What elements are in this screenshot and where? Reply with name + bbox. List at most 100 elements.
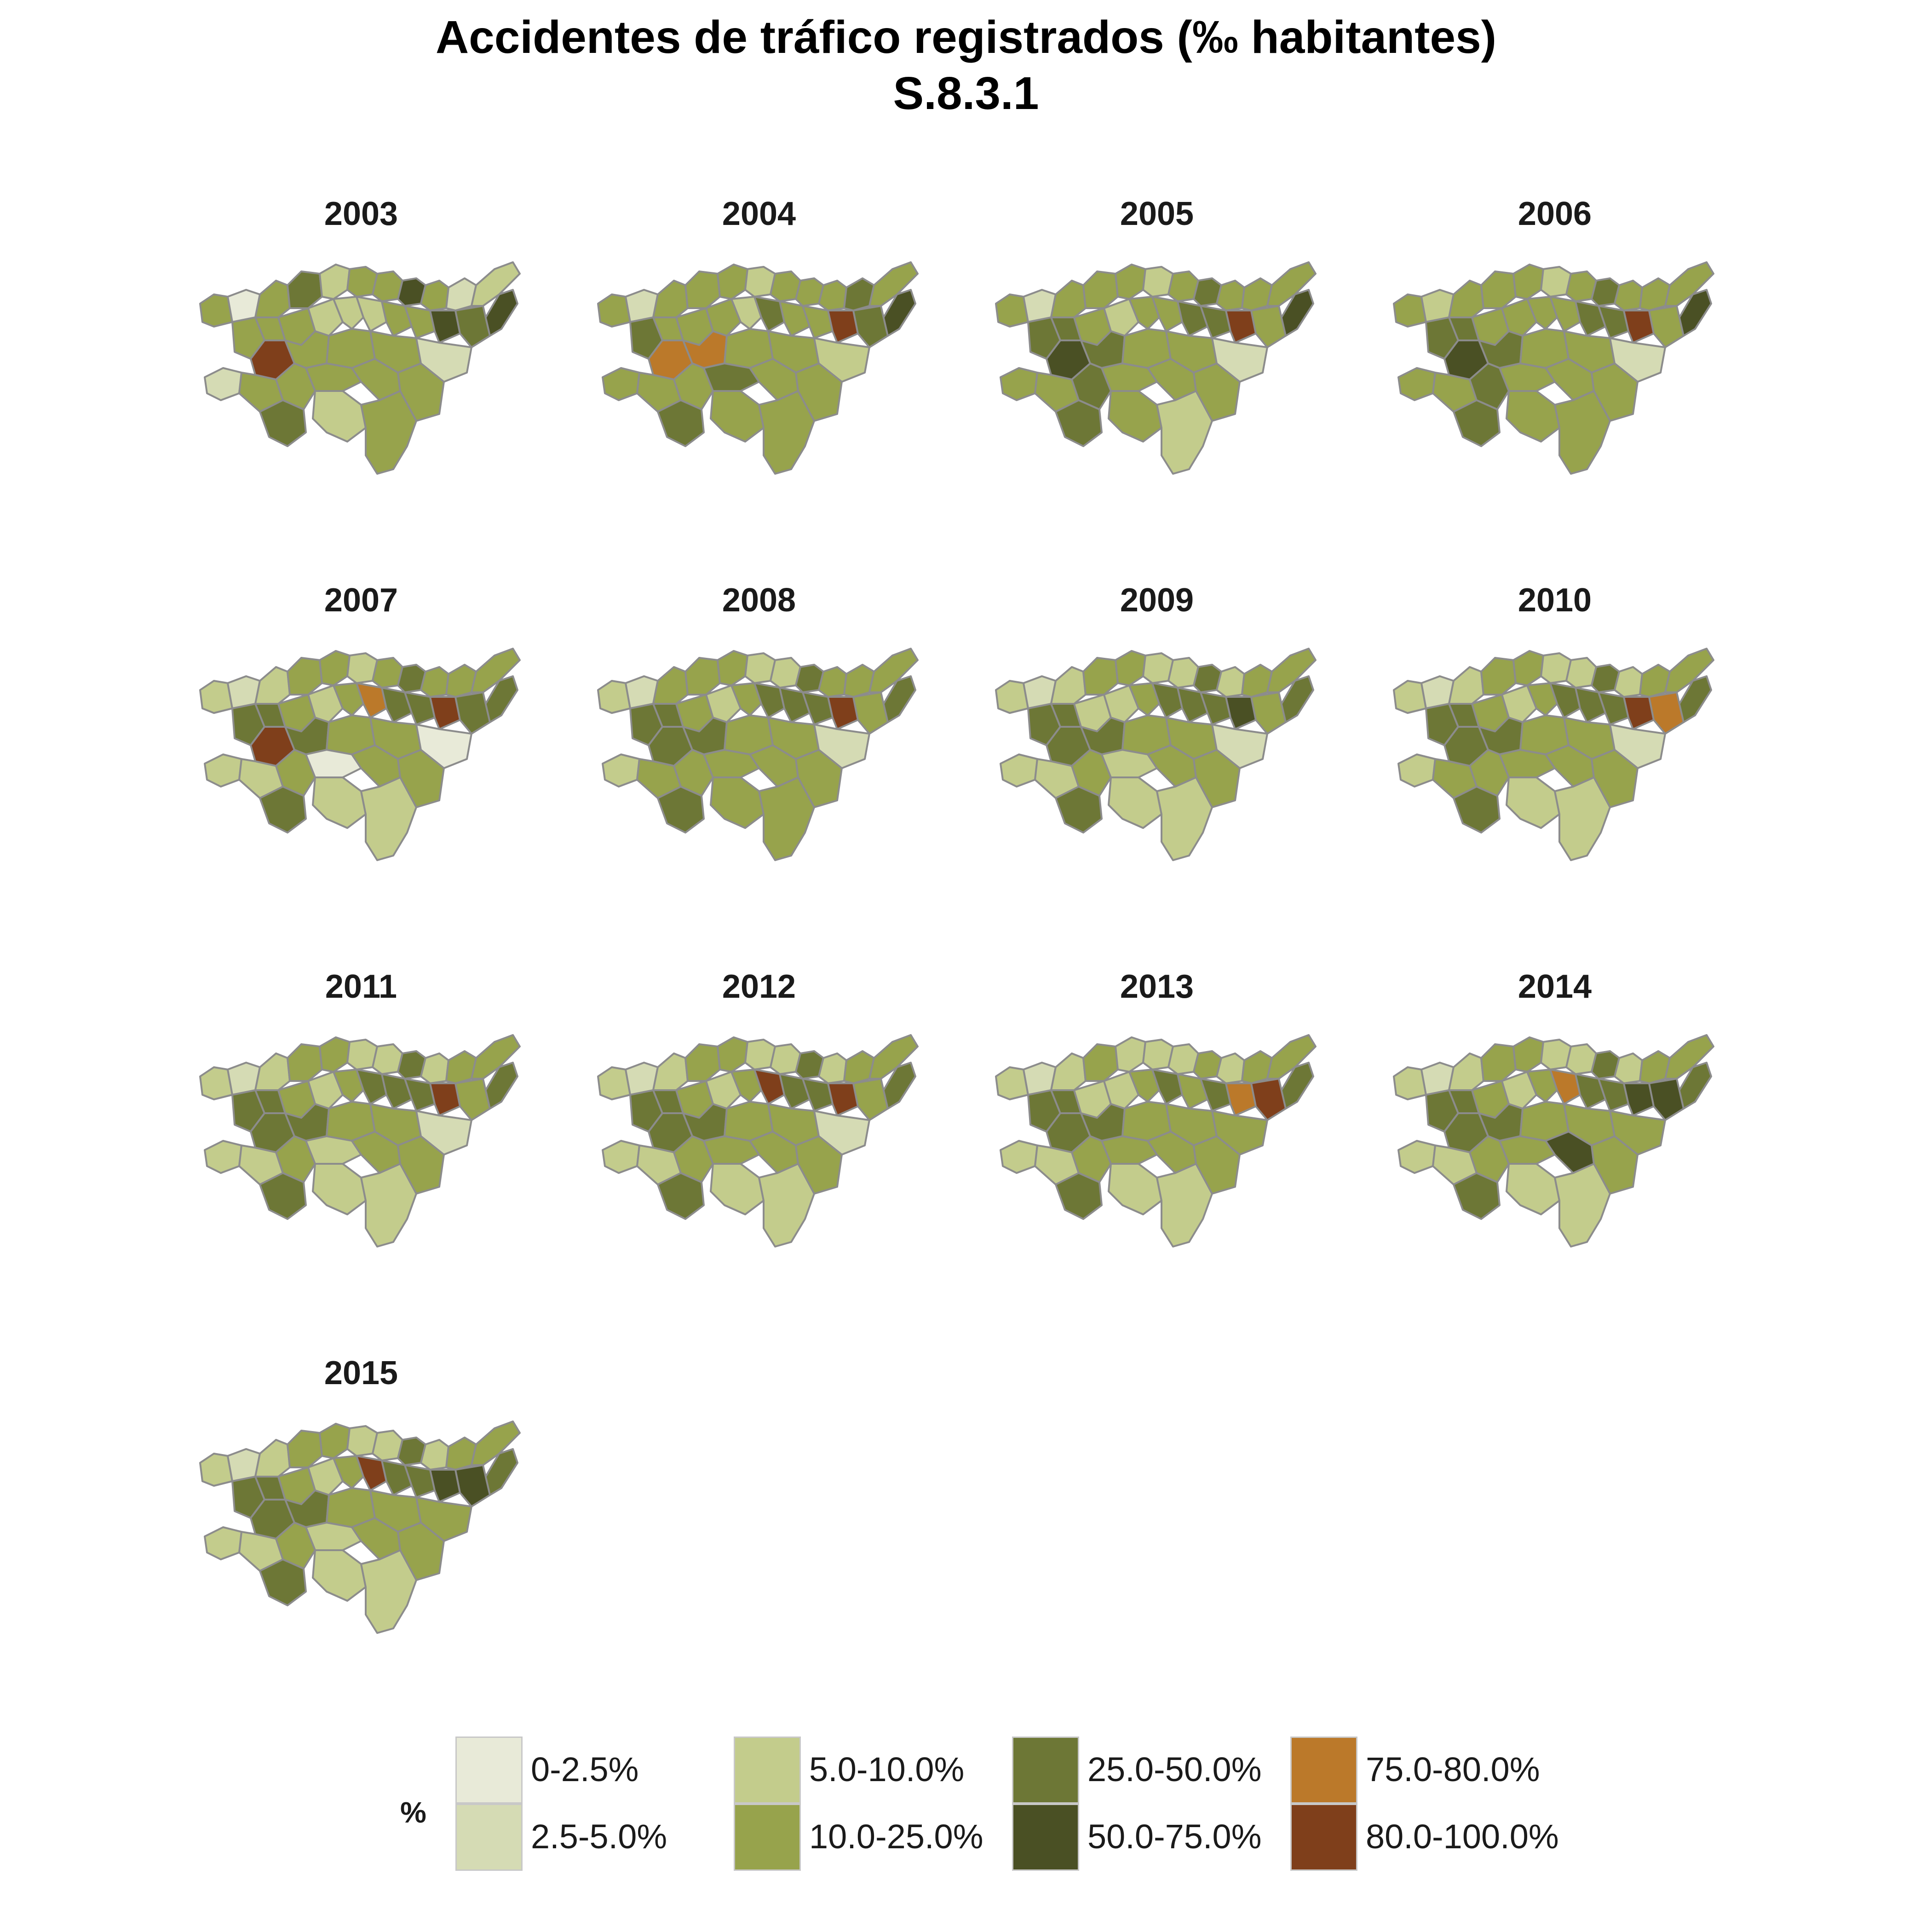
municipality-region	[818, 666, 847, 698]
municipality-region	[705, 298, 742, 337]
municipality-region	[254, 666, 291, 705]
municipality-region	[1050, 1052, 1087, 1091]
map-panel-2008: 2008	[575, 580, 943, 911]
municipality-region	[1266, 261, 1317, 307]
municipality-region	[657, 399, 705, 447]
municipality-region	[1512, 1036, 1544, 1073]
choropleth-map	[1393, 1034, 1714, 1248]
municipality-region	[1055, 399, 1103, 447]
municipality-region	[360, 776, 417, 861]
legend-key	[1012, 1736, 1079, 1804]
municipality-region	[852, 1078, 889, 1121]
municipality-region	[730, 296, 762, 330]
municipality-region	[471, 648, 521, 693]
municipality-region	[356, 1455, 387, 1491]
municipality-region	[333, 296, 364, 330]
municipality-region	[657, 1172, 705, 1220]
municipality-region	[1000, 367, 1038, 401]
municipality-region	[1103, 1071, 1139, 1110]
municipality-region	[429, 1082, 461, 1116]
chart-title: Accidentes de tráfico registrados (‰ hab…	[0, 9, 1932, 121]
municipality-region	[420, 1052, 449, 1084]
municipality-region	[287, 1043, 323, 1082]
map-panel-2012: 2012	[575, 966, 943, 1297]
municipality-region	[381, 1073, 413, 1110]
municipality-region	[818, 1052, 847, 1084]
municipality-region	[333, 682, 364, 716]
map-panel-2011: 2011	[177, 966, 545, 1297]
municipality-region	[312, 390, 367, 443]
municipality-region	[1115, 650, 1146, 686]
legend-key	[1290, 1736, 1357, 1804]
municipality-region	[360, 1163, 417, 1248]
municipality-region	[356, 682, 387, 719]
map-panel-2009: 2009	[973, 580, 1341, 911]
municipality-region	[779, 687, 811, 723]
panel-year-label: 2005	[1120, 196, 1194, 232]
chart-title-line2: S.8.3.1	[893, 68, 1039, 119]
municipality-region	[657, 786, 705, 834]
municipality-region	[1250, 305, 1287, 348]
municipality-region	[319, 650, 351, 686]
municipality-region	[1614, 280, 1643, 311]
panel-year-label: 2004	[722, 196, 796, 232]
municipality-region	[1216, 666, 1245, 698]
municipality-region	[1526, 1069, 1558, 1103]
panel-year-label: 2003	[324, 196, 398, 232]
municipality-region	[1177, 1073, 1208, 1110]
municipality-region	[1575, 687, 1606, 723]
municipality-region	[1082, 270, 1119, 309]
legend-key	[1012, 1804, 1079, 1871]
municipality-region	[1397, 753, 1436, 788]
municipality-region	[1103, 684, 1139, 723]
legend-key	[455, 1736, 523, 1804]
municipality-region	[429, 1469, 461, 1503]
municipality-region	[758, 1163, 815, 1248]
municipality-region	[1000, 753, 1038, 788]
municipality-region	[319, 264, 351, 300]
municipality-region	[471, 261, 521, 307]
municipality-region	[868, 648, 919, 693]
municipality-region	[1501, 298, 1537, 337]
municipality-region	[1664, 1034, 1714, 1080]
municipality-region	[1082, 657, 1119, 696]
municipality-region	[1216, 1052, 1245, 1084]
choropleth-map	[199, 648, 521, 861]
panel-year-label: 2012	[722, 968, 796, 1005]
municipality-region	[1549, 682, 1581, 719]
legend-key	[734, 1804, 801, 1871]
municipality-region	[758, 390, 815, 475]
municipality-region	[1055, 786, 1103, 834]
municipality-region	[1575, 300, 1606, 337]
municipality-region	[259, 1172, 307, 1220]
municipality-region	[287, 1430, 323, 1468]
municipality-region	[1614, 666, 1643, 698]
map-panel-2003: 2003	[177, 193, 545, 524]
municipality-region	[1554, 1163, 1611, 1248]
municipality-region	[1225, 696, 1257, 730]
municipality-region	[1480, 270, 1517, 309]
municipality-region	[710, 776, 765, 829]
municipality-region	[429, 310, 461, 344]
municipality-region	[1512, 650, 1544, 686]
legend-label: 0-2.5%	[531, 1750, 639, 1788]
municipality-region	[1480, 1043, 1517, 1082]
municipality-region	[1549, 296, 1581, 332]
municipality-region	[420, 1439, 449, 1471]
municipality-region	[1050, 666, 1087, 705]
municipality-region	[1200, 305, 1231, 339]
panel-year-label: 2011	[325, 968, 397, 1005]
municipality-region	[1623, 696, 1655, 730]
panel-year-label: 2009	[1120, 582, 1194, 619]
municipality-region	[1156, 390, 1213, 475]
municipality-region	[684, 657, 721, 696]
municipality-region	[254, 1052, 291, 1091]
municipality-region	[717, 650, 748, 686]
legend-key	[1290, 1804, 1357, 1871]
municipality-region	[1055, 1172, 1103, 1220]
municipality-region	[333, 1069, 364, 1103]
municipality-region	[753, 296, 785, 332]
municipality-region	[1108, 776, 1162, 829]
municipality-region	[1108, 1163, 1162, 1215]
municipality-region	[381, 1460, 413, 1496]
